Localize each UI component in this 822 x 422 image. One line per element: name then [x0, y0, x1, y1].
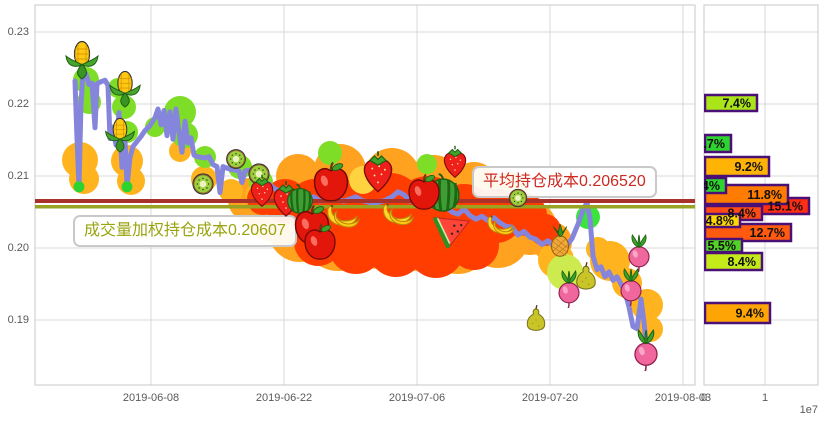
volume-bar-label: 15.1%: [768, 200, 803, 214]
volume-blob: [112, 95, 136, 119]
x-tick-label: 2019-06-08: [122, 392, 180, 404]
vwap-cost-text: 成交量加权持仓成本0.20607: [84, 222, 286, 239]
volume-bar-label: 7.4%: [723, 97, 752, 111]
volume-bar-label: 8.4%: [728, 255, 757, 269]
volume-bar-label: 5.5%: [708, 239, 737, 253]
y-tick-label: 0.20: [7, 241, 29, 254]
x-tick-label: 2019-06-22: [255, 392, 313, 404]
y-tick-label: 0.21: [7, 169, 29, 182]
volume-bar-label: 9.4%: [736, 307, 765, 321]
volume-blob: [349, 166, 377, 194]
volume-blob: [637, 316, 663, 342]
volume-blob: [449, 220, 499, 270]
vwap-cost-annotation: 成交量加权持仓成本0.20607: [73, 215, 297, 247]
y-tick-label: 0.22: [7, 97, 29, 110]
exponent-label: 1e7: [799, 404, 818, 416]
volume-bar-label: 11.8%: [747, 188, 782, 202]
y-tick-label: 0.23: [7, 25, 29, 38]
volume-bar: [704, 93, 759, 113]
volume-bar: [704, 301, 772, 325]
volume-blob: [329, 220, 383, 274]
volume-bar: [704, 176, 728, 195]
volume-bar-label: 8.4%: [728, 207, 757, 221]
volume-x-tick-label: 0: [700, 392, 708, 404]
volume-blob: [69, 164, 99, 194]
volume-bar: [704, 133, 733, 154]
average-cost-annotation: 平均持仓成本0.206520: [472, 166, 657, 198]
volume-blob: [318, 141, 342, 165]
volume-bar: [704, 237, 744, 254]
volume-bar-label: 3.4%: [692, 179, 721, 193]
volume-bars: 15.1%11.8%12.7%9.4%9.2%7.4%8.4%4.8%8.4%3…: [692, 93, 811, 325]
volume-blob: [191, 166, 217, 192]
average-cost-text: 平均持仓成本0.206520: [483, 173, 646, 190]
volume-blob: [219, 179, 243, 203]
volume-blob: [368, 221, 424, 277]
volume-blob: [631, 289, 663, 321]
marker-dot: [73, 181, 85, 193]
volume-x-tick-label: 1: [761, 392, 769, 404]
volume-bar: [704, 212, 742, 229]
volume-bar: [704, 155, 771, 178]
x-tick-label: 2019-07-06: [388, 392, 446, 404]
volume-blob: [108, 78, 128, 98]
x-tick-label: 2019-08-03: [654, 392, 712, 404]
volume-bar-label: 12.7%: [750, 226, 785, 240]
volume-blob: [417, 154, 437, 174]
volume-blobs: [62, 67, 663, 342]
volume-bar-label: 3.7%: [697, 137, 726, 151]
main-plot-border: [34, 4, 696, 386]
volume-bar-label: 4.8%: [706, 214, 735, 228]
volume-blob: [547, 254, 583, 290]
marker-dot: [121, 181, 133, 193]
volume-bar-label: 9.2%: [735, 160, 764, 174]
x-tick-label: 2019-07-20: [521, 392, 579, 404]
y-tick-label: 0.19: [7, 313, 29, 326]
